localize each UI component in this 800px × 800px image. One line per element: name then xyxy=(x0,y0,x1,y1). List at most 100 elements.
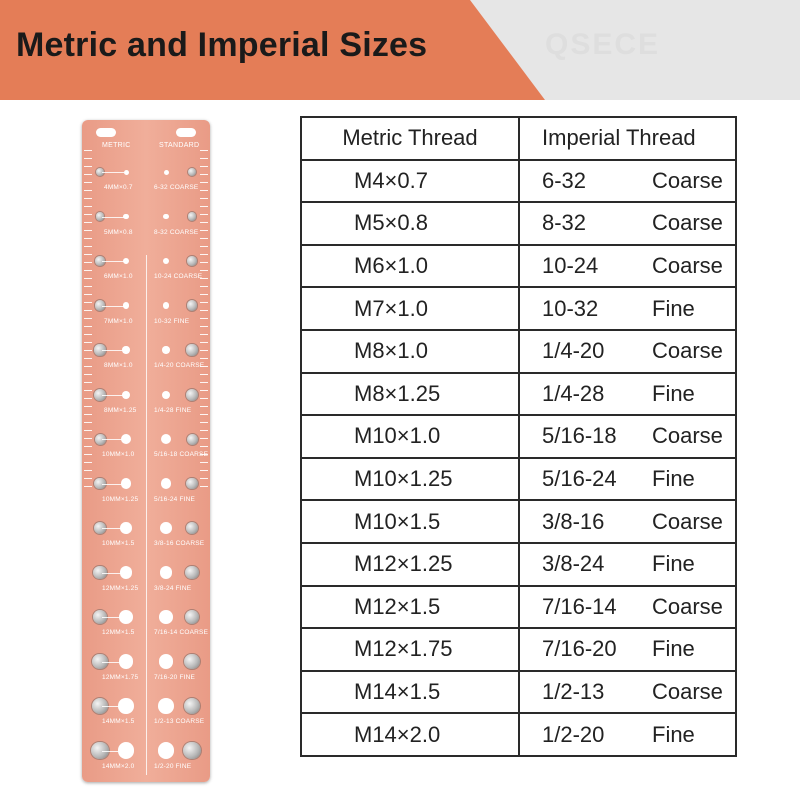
metric-header-label: METRIC xyxy=(102,142,131,149)
metric-gauge-hole xyxy=(123,213,129,220)
standard-gauge-hole xyxy=(159,610,173,624)
standard-bolt-sample xyxy=(186,433,198,445)
metric-gauge-hole xyxy=(121,434,131,444)
thread-type: Coarse xyxy=(652,679,723,705)
standard-size-label: 7/16-14 COARSE xyxy=(154,629,209,636)
standard-bolt-sample xyxy=(184,609,200,625)
standard-gauge-hole xyxy=(162,302,170,309)
thread-type: Coarse xyxy=(652,593,723,619)
imperial-thread-cell: 1/4-28 Fine xyxy=(518,371,737,417)
metric-thread-cell: M12×1.75 xyxy=(300,627,520,672)
table-row: M5×0.8 8-32 Coarse xyxy=(300,201,737,246)
standard-size-label: 10-24 COARSE xyxy=(154,273,203,280)
metric-thread-cell: M4×0.7 xyxy=(300,158,520,204)
standard-size-label: 7/16-20 FINE xyxy=(154,673,196,681)
standard-bolt-sample xyxy=(188,168,196,176)
table-row: M8×1.25 1/4-28 Fine xyxy=(300,371,737,417)
imperial-thread-cell: 1/2-13 Coarse xyxy=(518,669,737,715)
metric-thread-cell: M8×1.0 xyxy=(300,328,520,374)
connector-line xyxy=(102,483,124,485)
metric-gauge-hole xyxy=(122,390,130,399)
standard-size-label: 1/2-13 COARSE xyxy=(154,718,205,725)
metric-thread-cell: M10×1.25 xyxy=(300,456,520,502)
thread-type: Fine xyxy=(652,551,695,577)
standard-gauge-hole xyxy=(162,257,170,265)
metric-size-label: 10MM×1.0 xyxy=(102,451,135,458)
connector-line xyxy=(102,706,124,707)
table-header-row: Metric Thread Imperial Thread xyxy=(300,116,737,161)
metric-gauge-hole xyxy=(122,302,130,309)
standard-gauge-hole xyxy=(160,522,172,534)
thread-type: Coarse xyxy=(652,253,723,279)
center-divider xyxy=(146,255,147,775)
table-row: M7×1.0 10-32 Fine xyxy=(300,286,737,331)
metric-thread-cell: M10×1.5 xyxy=(300,499,520,544)
metric-thread-cell: M14×2.0 xyxy=(300,712,520,757)
table-body: M4×0.7 6-32 Coarse M5×0.8 8-32 Coarse M6×1.0 10… xyxy=(300,158,737,757)
standard-bolt-sample xyxy=(183,697,201,715)
hanging-slot-right xyxy=(176,128,196,137)
imperial-thread-cell: 3/8-16 Coarse xyxy=(518,499,737,544)
metric-bolt-sample xyxy=(93,565,107,580)
connector-line xyxy=(102,216,124,218)
table-row: M14×1.5 1/2-13 Coarse xyxy=(300,669,737,715)
metric-size-label: 12MM×1.5 xyxy=(102,629,135,636)
standard-gauge-hole xyxy=(158,654,174,669)
table-row: M10×1.5 3/8-16 Coarse xyxy=(300,499,737,544)
metric-size-label: 6MM×1.0 xyxy=(104,273,133,280)
connector-line xyxy=(102,350,124,351)
table-row: M14×2.0 1/2-20 Fine xyxy=(300,712,737,757)
standard-gauge-hole xyxy=(162,346,170,354)
metric-thread-cell: M10×1.0 xyxy=(300,414,520,459)
metric-bolt-sample xyxy=(91,741,109,760)
imperial-thread-cell: 7/16-14 Coarse xyxy=(518,584,737,630)
table-row: M10×1.25 5/16-24 Fine xyxy=(300,456,737,502)
table-row: M12×1.5 7/16-14 Coarse xyxy=(300,584,737,630)
imperial-size: 5/16-24 xyxy=(542,466,617,492)
standard-bolt-sample xyxy=(187,256,197,266)
imperial-size: 1/4-20 xyxy=(542,338,605,364)
imperial-thread-cell: 1/2-20 Fine xyxy=(518,712,737,757)
standard-size-label: 6-32 COARSE xyxy=(154,184,199,191)
metric-bolt-sample xyxy=(94,300,106,311)
metric-bolt-sample xyxy=(96,168,104,176)
metric-size-label: 12MM×1.75 xyxy=(102,673,139,681)
brand-watermark: QSECE xyxy=(545,28,661,61)
standard-size-label: 1/2-20 FINE xyxy=(154,762,192,770)
standard-gauge-hole xyxy=(158,698,174,714)
imperial-thread-cell: 10-24 Coarse xyxy=(518,243,737,289)
imperial-size: 7/16-14 xyxy=(542,593,617,619)
standard-gauge-hole xyxy=(160,478,172,489)
imperial-thread-cell: 10-32 Fine xyxy=(518,286,737,331)
imperial-thread-cell: 8-32 Coarse xyxy=(518,201,737,246)
connector-line xyxy=(102,572,124,574)
standard-size-label: 3/8-16 COARSE xyxy=(154,540,205,547)
metric-size-label: 5MM×0.8 xyxy=(104,228,133,236)
metric-thread-cell: M6×1.0 xyxy=(300,243,520,289)
metric-size-label: 8MM×1.25 xyxy=(104,406,137,414)
imperial-size: 5/16-18 xyxy=(542,423,617,449)
metric-bolt-sample xyxy=(91,697,109,715)
standard-size-label: 5/16-18 COARSE xyxy=(154,451,209,458)
standard-bolt-sample xyxy=(183,741,201,760)
standard-gauge-hole xyxy=(159,566,173,579)
metric-size-label: 7MM×1.0 xyxy=(104,317,133,325)
metric-gauge-hole xyxy=(119,566,133,579)
imperial-size: 10-32 xyxy=(542,295,599,321)
metric-size-label: 4MM×0.7 xyxy=(104,184,133,191)
bolt-gauge-tool: METRIC STANDARD 4MM×0.7 6-32 COARSE 5MM×0.… xyxy=(82,120,210,782)
table-row: M10×1.0 5/16-18 Coarse xyxy=(300,414,737,459)
metric-gauge-hole xyxy=(117,742,135,759)
metric-bolt-sample xyxy=(94,433,106,445)
table-row: M12×1.25 3/8-24 Fine xyxy=(300,541,737,587)
metric-size-label: 8MM×1.0 xyxy=(104,362,133,369)
imperial-thread-cell: 3/8-24 Fine xyxy=(518,541,737,587)
standard-gauge-hole xyxy=(163,169,169,175)
hanging-slot-left xyxy=(96,128,116,137)
metric-thread-cell: M5×0.8 xyxy=(300,201,520,246)
imperial-size: 6-32 xyxy=(542,167,587,193)
thread-type: Coarse xyxy=(652,167,723,193)
metric-thread-cell: M8×1.25 xyxy=(300,371,520,417)
connector-line xyxy=(102,661,124,663)
title-banner xyxy=(0,0,545,100)
